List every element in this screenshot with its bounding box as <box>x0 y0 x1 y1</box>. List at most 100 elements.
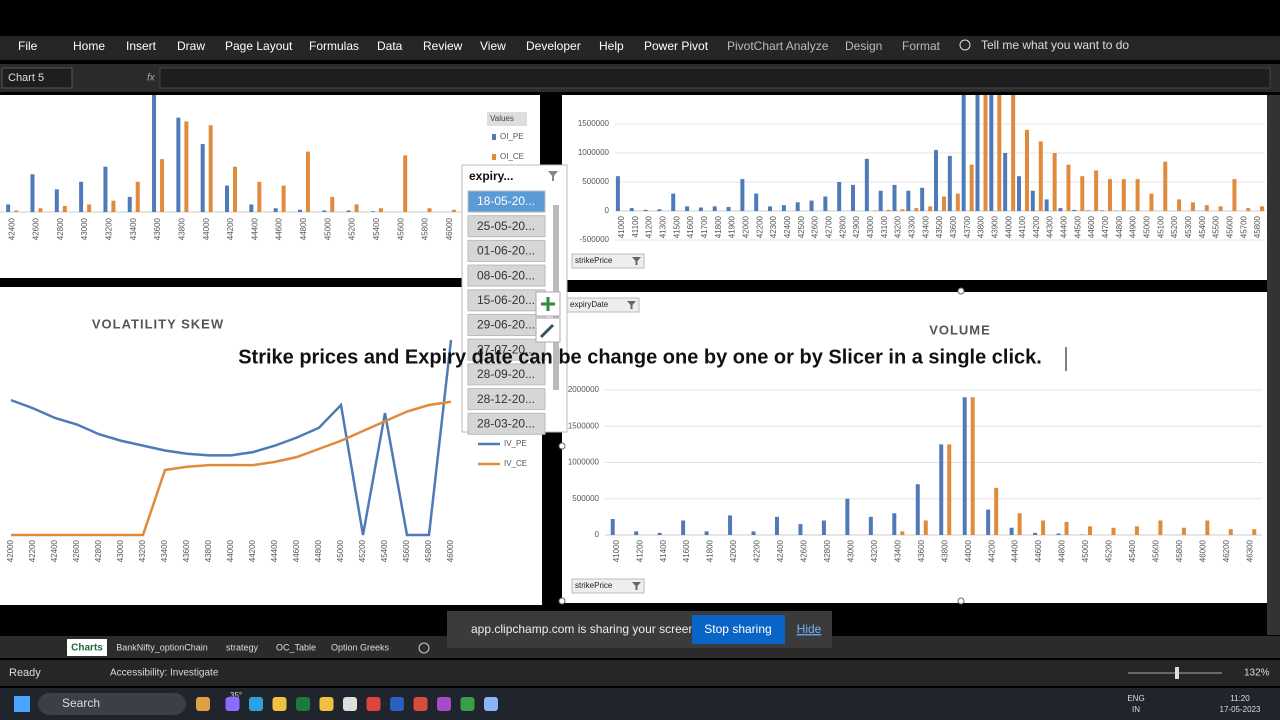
slicer-item-label[interactable]: 25-05-20... <box>477 219 535 233</box>
x-tick-label: 43200 <box>870 539 879 562</box>
ribbon-tab[interactable]: Power Pivot <box>644 39 709 53</box>
ribbon-tab[interactable]: Insert <box>126 39 157 53</box>
ribbon-tab[interactable]: PivotChart Analyze <box>727 39 829 53</box>
slicer-item[interactable] <box>467 239 546 262</box>
slicer-item-label[interactable]: 01-06-20... <box>477 244 535 258</box>
taskbar-app[interactable] <box>413 697 428 711</box>
ribbon-tab[interactable]: Format <box>902 39 941 53</box>
field-button[interactable] <box>571 578 645 594</box>
stop-sharing-button[interactable] <box>692 615 785 644</box>
slicer-item-label[interactable]: 29-06-20... <box>477 318 535 332</box>
slicer-item-label[interactable]: 15-06-20... <box>477 293 535 307</box>
zoom-thumb[interactable] <box>1175 667 1179 679</box>
taskbar-app[interactable] <box>460 697 475 711</box>
slicer-item-label[interactable]: 18-05-20... <box>477 194 535 208</box>
x-tick-label: 43600 <box>182 539 191 562</box>
bar <box>726 206 731 211</box>
bar <box>1094 170 1099 211</box>
taskbar-app[interactable] <box>296 697 310 711</box>
tell-me-search[interactable]: Tell me what you want to do <box>981 38 1129 52</box>
field-button-label[interactable]: strikePrice <box>575 581 613 590</box>
slicer-item-label[interactable]: 28-09-20... <box>477 367 535 381</box>
taskbar-app[interactable] <box>249 697 263 711</box>
sheet-tab[interactable]: Option Greeks <box>331 642 390 652</box>
status-accessibility[interactable]: Accessibility: Investigate <box>110 668 219 679</box>
x-tick-label: 42800 <box>823 539 832 562</box>
slicer-item-label[interactable]: 08-06-20... <box>477 268 535 282</box>
legend-entry: OI_CE <box>500 152 524 161</box>
slicer-item[interactable] <box>467 264 546 287</box>
ribbon-tab[interactable]: Page Layout <box>225 39 293 53</box>
sheet-tab[interactable]: strategy <box>226 642 259 652</box>
region: IN <box>1132 705 1140 714</box>
taskbar-app[interactable] <box>225 697 240 711</box>
brush-icon <box>539 323 555 339</box>
x-tick-label: 44400 <box>1060 215 1069 238</box>
taskbar-app[interactable] <box>484 697 498 711</box>
ribbon-tab[interactable]: View <box>480 39 506 53</box>
search-label[interactable]: Search <box>62 696 100 710</box>
taskbar-app[interactable] <box>390 697 404 711</box>
slicer-item[interactable] <box>467 363 546 386</box>
x-tick-label: 45200 <box>348 217 357 240</box>
slicer-item-label[interactable]: 28-12-20... <box>477 392 535 406</box>
sheet-tab[interactable]: OC_Table <box>276 642 316 652</box>
bar <box>1204 205 1209 211</box>
name-box[interactable] <box>1 67 73 89</box>
taskbar-app[interactable] <box>343 697 357 711</box>
scrollbar[interactable] <box>1267 95 1280 635</box>
bar <box>851 184 856 211</box>
chart: -500000 0 500000 1000000 1500000 41000 41100 41… <box>578 95 1265 244</box>
x-tick-label: 45200 <box>1170 215 1179 238</box>
ribbon-tab[interactable]: Help <box>599 39 624 53</box>
ribbon-tab[interactable]: File <box>18 39 38 53</box>
x-tick-label: 43400 <box>160 539 169 562</box>
line-series <box>11 400 452 537</box>
ribbon-tab[interactable]: Formulas <box>309 39 359 53</box>
slicer-item[interactable] <box>467 215 546 238</box>
bar <box>774 516 779 535</box>
slicer-item[interactable] <box>467 190 546 213</box>
add-sheet[interactable] <box>418 642 430 654</box>
ribbon-tab[interactable]: Design <box>845 39 882 53</box>
bar <box>681 520 686 535</box>
formula-input[interactable] <box>159 67 1271 89</box>
slicer-item[interactable] <box>467 338 546 361</box>
field-button[interactable] <box>571 253 645 269</box>
x-tick-label: 43500 <box>935 215 944 238</box>
bar <box>751 531 756 535</box>
taskbar-app[interactable] <box>366 697 381 711</box>
stop-sharing-label[interactable]: Stop sharing <box>704 622 771 636</box>
hide-link[interactable]: Hide <box>797 622 822 636</box>
sheet-tab[interactable]: Charts <box>71 643 103 654</box>
ribbon-tab[interactable]: Draw <box>177 39 205 53</box>
field-button-label[interactable]: expiryDate <box>570 300 609 309</box>
taskbar-app[interactable] <box>437 697 451 711</box>
ribbon-tab[interactable]: Developer <box>526 39 581 53</box>
ribbon-tab[interactable]: Data <box>377 39 403 53</box>
slicer-item-label[interactable]: 28-03-20... <box>477 416 535 430</box>
field-button-label[interactable]: strikePrice <box>575 256 613 265</box>
bar <box>30 174 35 212</box>
ribbon-tab[interactable]: Home <box>73 39 105 53</box>
x-tick-label: 44800 <box>299 217 308 240</box>
legend-swatch <box>492 154 496 160</box>
bar <box>712 206 717 211</box>
zoom-level[interactable]: 132% <box>1244 668 1270 679</box>
taskbar-app[interactable] <box>196 697 210 711</box>
clear-filter-icon[interactable] <box>548 171 558 181</box>
taskbar-app[interactable] <box>272 697 287 711</box>
ribbon-tab[interactable]: Review <box>423 39 463 53</box>
x-tick-label: 45800 <box>1253 215 1262 238</box>
slicer-item[interactable] <box>467 388 546 411</box>
x-tick-label: 44400 <box>250 217 259 240</box>
bar <box>914 208 919 211</box>
sheet-tab[interactable]: BankNifty_optionChain <box>116 642 208 652</box>
search-box[interactable] <box>38 693 186 715</box>
bar <box>1064 521 1069 535</box>
slicer-item[interactable] <box>467 412 546 435</box>
taskbar-app[interactable] <box>319 697 334 711</box>
x-tick-label: 45400 <box>1128 539 1137 562</box>
start-button[interactable] <box>14 696 30 712</box>
slicer-item-label[interactable]: 27-07-20... <box>477 342 535 356</box>
